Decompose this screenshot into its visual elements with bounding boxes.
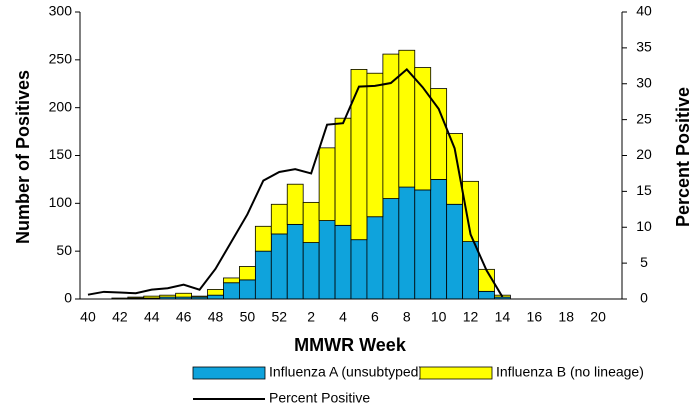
y-tick-label: 200 [49, 98, 73, 114]
x-tick-label: 16 [527, 309, 543, 325]
x-tick-label: 44 [144, 309, 160, 325]
x-axis-title: MMWR Week [294, 335, 407, 355]
y2-tick-label: 0 [640, 290, 648, 306]
bar [398, 186, 416, 300]
x-tick-label: 52 [271, 309, 287, 325]
bar [334, 117, 352, 226]
bar [446, 203, 463, 300]
legend-swatch [192, 366, 266, 380]
x-tick-label: 4 [339, 309, 347, 325]
y-tick-label: 150 [49, 146, 73, 162]
bar [446, 133, 463, 205]
x-tick-label: 14 [495, 309, 511, 325]
bar [462, 241, 479, 300]
bar [302, 201, 320, 243]
legend-label: Influenza B (no lineage) [496, 364, 644, 380]
x-tick-label: 8 [403, 309, 411, 325]
bar [175, 292, 192, 298]
bar [127, 296, 145, 299]
bar [366, 72, 384, 218]
bar [318, 220, 336, 300]
bar [302, 242, 320, 300]
y2-tick-label: 30 [636, 74, 652, 90]
bar [143, 295, 161, 299]
bar [239, 279, 256, 300]
x-tick-label: 20 [590, 309, 606, 325]
bar [239, 266, 256, 281]
bar [462, 180, 479, 243]
bar [286, 223, 304, 300]
y2-tick-label: 20 [636, 146, 652, 162]
bar [334, 224, 352, 300]
x-tick-label: 40 [80, 309, 96, 325]
bar [254, 250, 272, 300]
x-tick-label: 46 [176, 309, 192, 325]
bar [270, 203, 288, 235]
bar [159, 294, 177, 298]
x-tick-label: 48 [208, 309, 224, 325]
bar [207, 289, 224, 296]
bar [350, 69, 368, 241]
legend-label: Influenza A (unsubtyped) [269, 364, 423, 380]
y2-tick-label: 25 [636, 110, 652, 126]
bar [430, 179, 448, 300]
y2-tick-label: 35 [636, 39, 652, 55]
bar [366, 216, 384, 300]
bar [207, 294, 224, 300]
y-tick-label: 0 [64, 290, 72, 306]
legend-label: Percent Positive [269, 390, 370, 406]
bar [254, 225, 272, 252]
bar [270, 233, 288, 300]
x-tick-label: 42 [112, 309, 128, 325]
x-tick-label: 50 [240, 309, 256, 325]
y-tick-label: 300 [49, 3, 73, 19]
y2-tick-label: 40 [636, 3, 652, 19]
x-tick-label: 18 [558, 309, 574, 325]
y-tick-label: 250 [49, 51, 73, 67]
x-tick-label: 6 [371, 309, 379, 325]
x-tick-label: 2 [307, 309, 315, 325]
y2-tick-label: 10 [636, 218, 652, 234]
y2-tick-label: 15 [636, 182, 652, 198]
line [87, 68, 504, 298]
bar [382, 198, 400, 300]
x-tick-label: 12 [463, 309, 479, 325]
bar [478, 290, 495, 300]
bar [350, 239, 368, 300]
legend-swatch [419, 366, 493, 380]
bar [318, 147, 336, 221]
y2-tick-label: 5 [640, 254, 648, 270]
bar [382, 53, 400, 199]
y-tick-label: 50 [56, 242, 72, 258]
bar [223, 282, 240, 300]
y-axis-title: Number of Positives [13, 70, 33, 244]
bar [286, 183, 304, 225]
y2-axis-title: Percent Positive [673, 87, 693, 227]
bar [191, 295, 208, 298]
y-tick-label: 100 [49, 194, 73, 210]
bar [414, 189, 432, 300]
bar [223, 277, 240, 284]
x-tick-label: 10 [431, 309, 447, 325]
